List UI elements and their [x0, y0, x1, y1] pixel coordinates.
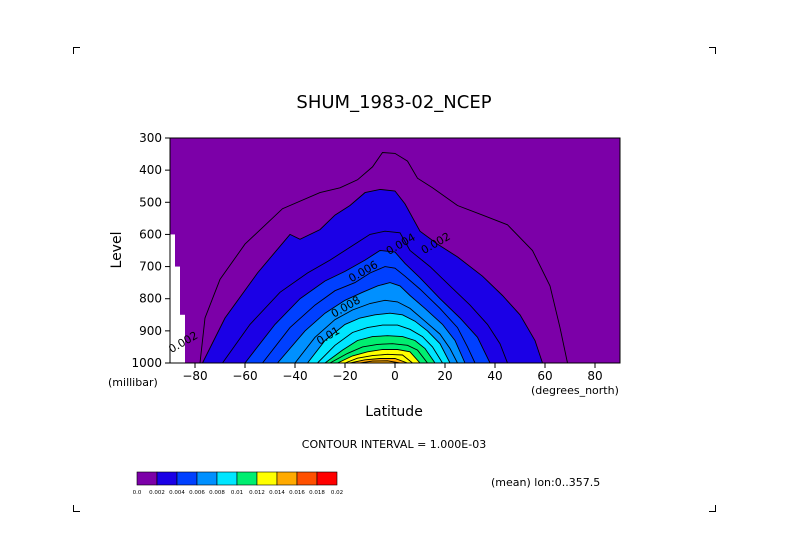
colorbar-swatch-8 [296, 471, 318, 486]
colorbar-swatch-1 [156, 471, 178, 486]
contour-line-1 [199, 152, 568, 363]
missing-cell-0 [170, 234, 175, 363]
colorbar-swatch-2 [176, 471, 198, 486]
crop-mark-top-right [709, 47, 716, 54]
y-tick-label-3: 600 [139, 227, 162, 241]
y-tick-label-1: 400 [139, 163, 162, 177]
colorbar-swatch-5 [236, 471, 258, 486]
x-tick-label-3: −20 [332, 369, 357, 383]
x-tick-label-5: 20 [437, 369, 452, 383]
contour-line-15 [359, 360, 401, 363]
y-axis-label: Level [109, 232, 125, 269]
colorbar-swatch-4 [216, 471, 238, 486]
colorbar-label-5: 0.01 [231, 490, 243, 496]
x-tick-label-6: 40 [487, 369, 502, 383]
y-axis: 300 400 500 600 700 800 900 1000 [131, 131, 170, 370]
contour-line-4 [244, 250, 491, 363]
mean-longitude-text: (mean) lon:0..357.5 [491, 476, 600, 489]
x-tick-label-0: −80 [182, 369, 207, 383]
y-tick-label-6: 900 [139, 324, 162, 338]
colorbar-swatch-0 [136, 471, 158, 486]
contour-line-7 [294, 299, 458, 363]
contour-line-13 [344, 353, 413, 363]
crop-mark-top-left [73, 47, 80, 54]
colorbar-swatch-9 [316, 471, 338, 486]
y-tick-label-5: 800 [139, 292, 162, 306]
contour-line-5 [262, 266, 476, 363]
x-tick-label-8: 80 [587, 369, 602, 383]
contour-line-9 [317, 324, 443, 363]
colorbar-label-10: 0.02 [331, 490, 343, 496]
x-tick-label-1: −60 [232, 369, 257, 383]
missing-data [170, 234, 185, 363]
missing-cell-2 [180, 314, 185, 363]
colorbar-label-2: 0.004 [169, 490, 185, 496]
x-tick-label-7: 60 [537, 369, 552, 383]
colorbar-label-1: 0.002 [149, 490, 165, 496]
crop-mark-bottom-left [73, 505, 80, 512]
colorbar-label-4: 0.008 [209, 490, 225, 496]
contour-line-10 [324, 335, 436, 363]
colorbar-label-8: 0.016 [289, 490, 305, 496]
colorbar-label-6: 0.012 [249, 490, 265, 496]
contour-line-2 [202, 188, 543, 363]
x-axis: −80 −60 −40 −20 0 20 40 60 80 [182, 363, 603, 383]
y-tick-label-4: 700 [139, 260, 162, 274]
colorbar-label-9: 0.018 [309, 490, 325, 496]
y-axis-unit: (millibar) [108, 376, 158, 389]
contour-line-3 [222, 230, 508, 363]
colorbar-label-0: 0.0 [133, 490, 142, 496]
y-tick-label-2: 500 [139, 195, 162, 209]
contour-lines [199, 152, 568, 363]
contour-line-12 [337, 349, 421, 363]
x-tick-label-4: 0 [391, 369, 399, 383]
colorbar: 0.0 0.002 0.004 0.006 0.008 0.01 0.012 0.014 0.0… [133, 471, 343, 496]
x-axis-unit: (degrees_north) [531, 384, 619, 397]
colorbar-swatch-3 [196, 471, 218, 486]
chart-title: SHUM_1983-02_NCEP [296, 92, 491, 113]
crop-mark-bottom-right [709, 505, 716, 512]
contour-line-14 [349, 358, 408, 363]
colorbar-label-3: 0.006 [189, 490, 205, 496]
y-tick-label-0: 300 [139, 131, 162, 145]
contour-interval-text: CONTOUR INTERVAL = 1.000E-03 [302, 438, 486, 451]
contour-line-8 [307, 312, 451, 363]
contour-line-6 [277, 282, 466, 363]
contour-line-11 [329, 343, 428, 363]
colorbar-swatch-6 [256, 471, 278, 486]
colorbar-label-7: 0.014 [269, 490, 285, 496]
colorbar-swatch-7 [276, 471, 298, 486]
x-tick-label-2: −40 [282, 369, 307, 383]
x-axis-label: Latitude [365, 404, 423, 420]
missing-cell-1 [175, 266, 180, 363]
y-tick-label-7: 1000 [131, 356, 162, 370]
